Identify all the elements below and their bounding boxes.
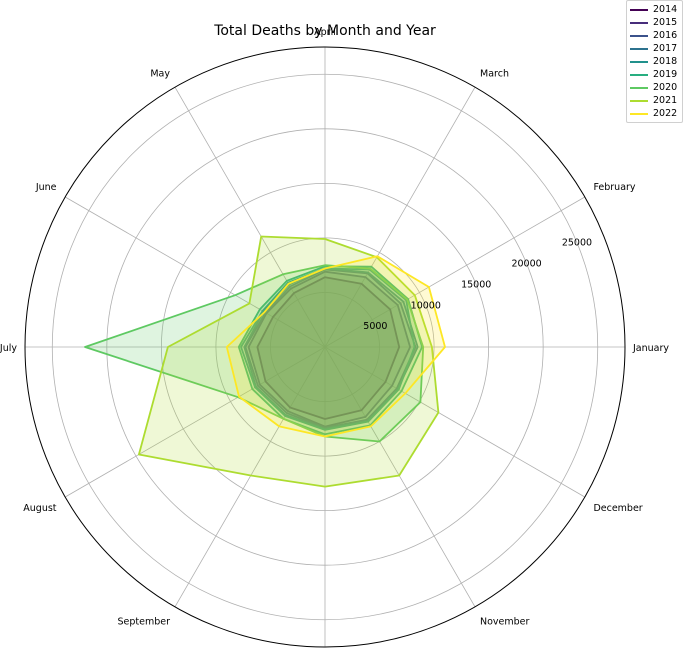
legend-label-2018: 2018 bbox=[653, 56, 678, 67]
legend-swatch-2021 bbox=[630, 99, 648, 102]
legend-swatch-2019 bbox=[630, 73, 648, 76]
spoke-june bbox=[64, 196, 326, 348]
radial-tick-label-10000: 10000 bbox=[411, 300, 441, 311]
legend: 2014 2015 2016 2017 2018 2019 2020 2021 2022 bbox=[626, 0, 683, 123]
radial-tick-label-20000: 20000 bbox=[511, 259, 541, 270]
axis-label-august: August bbox=[23, 503, 57, 514]
axis-label-april: April bbox=[314, 27, 336, 38]
axis-label-january: January bbox=[632, 343, 669, 354]
legend-swatch-2018 bbox=[630, 60, 648, 63]
chart-title: Total Deaths by Month and Year bbox=[213, 23, 436, 39]
legend-item-2015: 2015 bbox=[630, 16, 679, 29]
legend-label-2014: 2014 bbox=[653, 4, 678, 15]
series-2016 bbox=[244, 268, 417, 429]
label-layer: 5000 10000 15000 20000 25000 January February M… bbox=[0, 27, 669, 627]
spoke-november bbox=[324, 346, 476, 608]
axis-label-september: September bbox=[117, 616, 170, 627]
legend-swatch-2020 bbox=[630, 86, 648, 89]
radial-tick-label-5000: 5000 bbox=[363, 321, 387, 332]
legend-item-2019: 2019 bbox=[630, 68, 679, 81]
legend-label-2019: 2019 bbox=[653, 69, 678, 80]
spoke-may bbox=[174, 86, 326, 348]
legend-swatch-2014 bbox=[630, 8, 648, 11]
legend-label-2021: 2021 bbox=[653, 95, 678, 106]
spoke-december bbox=[324, 346, 586, 498]
legend-item-2022: 2022 bbox=[630, 107, 679, 120]
legend-label-2022: 2022 bbox=[653, 108, 678, 119]
legend-swatch-2015 bbox=[630, 21, 648, 24]
radial-tick-label-25000: 25000 bbox=[562, 238, 592, 249]
series-layer bbox=[84, 235, 446, 488]
series-2022 bbox=[225, 255, 446, 438]
series-2020 bbox=[84, 264, 425, 443]
legend-item-2021: 2021 bbox=[630, 94, 679, 107]
polar-frame bbox=[24, 46, 626, 648]
legend-swatch-2022 bbox=[630, 112, 648, 115]
series-2019 bbox=[237, 265, 424, 436]
axis-label-december: December bbox=[593, 503, 642, 514]
series-2017 bbox=[243, 267, 419, 430]
legend-label-2017: 2017 bbox=[653, 43, 678, 54]
legend-label-2016: 2016 bbox=[653, 30, 678, 41]
series-2018 bbox=[240, 267, 416, 431]
series-2014 bbox=[256, 276, 401, 420]
radial-tick-label-15000: 15000 bbox=[461, 279, 491, 290]
legend-item-2014: 2014 bbox=[630, 3, 679, 16]
legend-item-2018: 2018 bbox=[630, 55, 679, 68]
legend-item-2017: 2017 bbox=[630, 42, 679, 55]
series-2015 bbox=[247, 270, 412, 428]
axis-label-may: May bbox=[150, 69, 170, 80]
legend-swatch-2017 bbox=[630, 47, 648, 50]
axis-label-july: July bbox=[0, 343, 17, 354]
axis-label-june: June bbox=[35, 182, 57, 193]
legend-item-2020: 2020 bbox=[630, 81, 679, 94]
axis-label-march: March bbox=[480, 69, 509, 80]
legend-label-2015: 2015 bbox=[653, 17, 678, 28]
spoke-august bbox=[64, 346, 326, 498]
axis-label-february: February bbox=[593, 182, 635, 193]
spoke-march bbox=[324, 86, 476, 348]
legend-label-2020: 2020 bbox=[653, 82, 678, 93]
polar-grid bbox=[24, 46, 626, 648]
legend-swatch-2016 bbox=[630, 34, 648, 37]
spoke-february bbox=[324, 196, 586, 348]
axis-label-november: November bbox=[480, 616, 530, 627]
spoke-september bbox=[174, 346, 326, 608]
legend-item-2016: 2016 bbox=[630, 29, 679, 42]
